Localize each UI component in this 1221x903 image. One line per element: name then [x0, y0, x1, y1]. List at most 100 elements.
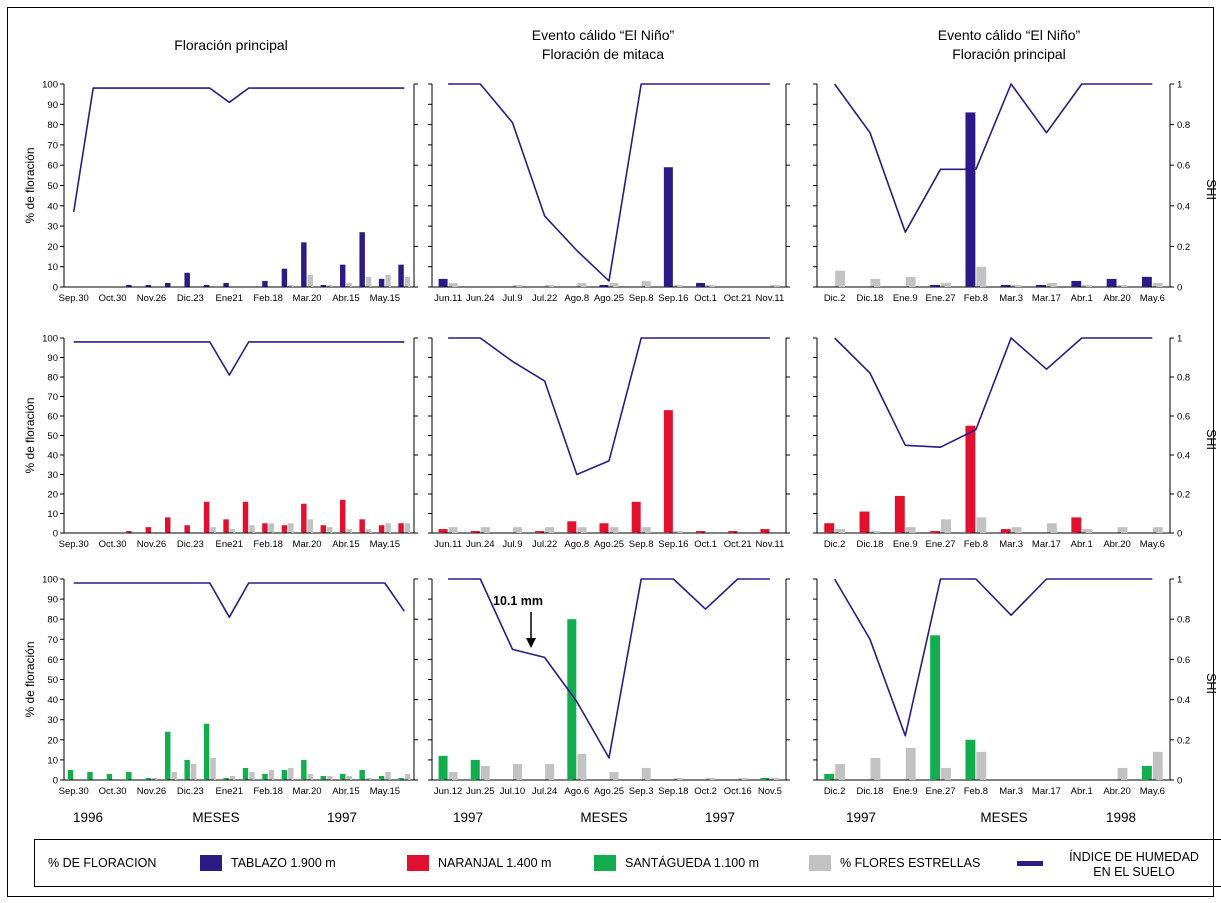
shi-line	[833, 83, 1153, 233]
x-tick-label: Mar.3	[999, 293, 1023, 304]
bar-flowering	[145, 527, 151, 533]
x-tick-label: Jul.22	[532, 539, 557, 550]
y-tick-label-left: 70	[47, 140, 58, 151]
bar-flowering	[126, 531, 132, 533]
y-tick-label-left: 60	[47, 161, 58, 172]
col3-title-line1: Evento cálido “El Niño”	[938, 27, 1081, 43]
annotation-label: 10.1 mm	[493, 594, 543, 608]
bar-star-flowers	[835, 529, 846, 533]
x-tick-label: Ene.9	[893, 293, 918, 304]
x-tick-label: Nov.26	[137, 293, 166, 304]
bar-star-flowers	[346, 529, 352, 533]
x-tick-label: Mar.20	[293, 539, 322, 550]
shi-line	[448, 578, 770, 759]
x-tick-label: Ago.8	[564, 539, 589, 550]
y-tick-label-right: 1	[1177, 80, 1182, 91]
x-tick-label: Nov.26	[137, 539, 166, 550]
bar-flowering	[184, 525, 190, 533]
bar-star-flowers	[673, 777, 683, 780]
legend-label-estrellas: % FLORES ESTRELLAS	[840, 856, 980, 870]
bar-star-flowers	[641, 280, 651, 287]
x-tick-label: May.6	[1140, 539, 1165, 550]
y-tick-label-right: 0.8	[1177, 373, 1190, 384]
bar-star-flowers	[706, 777, 716, 780]
x-tick-label: Jun.11	[434, 293, 462, 304]
bar-flowering	[1106, 278, 1117, 287]
bar-flowering	[67, 769, 74, 780]
x-tick-label: Abr.20	[1103, 293, 1130, 304]
bar-flowering	[663, 167, 673, 287]
bar-flowering	[930, 635, 941, 780]
bar-star-flowers	[210, 757, 216, 780]
y-tick-label-right: 0.4	[1177, 201, 1190, 212]
bar-star-flowers	[641, 767, 651, 780]
x-tick-label: Oct.30	[99, 786, 127, 797]
bar-star-flowers	[229, 775, 236, 780]
legend-label-santagueda: SANTÁGUEDA 1.100 m	[625, 855, 759, 870]
bar-flowering	[965, 739, 976, 780]
bar-star-flowers	[609, 527, 619, 533]
bar-flowering	[824, 523, 835, 533]
y-tick-label-left: 30	[47, 222, 58, 233]
x-tick-label: Ene.9	[893, 786, 918, 797]
x-tick-label: Oct.2	[694, 786, 717, 797]
bar-flowering	[340, 773, 346, 780]
y-tick-label-left: 0	[53, 776, 58, 787]
bar-flowering	[203, 723, 210, 780]
legend-box	[34, 839, 1221, 887]
x-tick-label: Ago.6	[564, 786, 589, 797]
x-tick-label: Abr.20	[1103, 539, 1130, 550]
x-tick-label: Ago.25	[594, 293, 624, 304]
bar-flowering	[165, 731, 171, 780]
x-tick-label: Abr.15	[332, 539, 359, 550]
x-tick-label: Sep.30	[59, 539, 89, 550]
bar-flowering	[378, 278, 385, 287]
x-tick-label: Feb.18	[253, 293, 283, 304]
x-tick-label: Mar.3	[999, 786, 1023, 797]
y-tick-label-right: 0	[1177, 529, 1182, 540]
bar-flowering	[301, 759, 307, 780]
bar-flowering	[760, 529, 770, 533]
x-tick-label: Nov.11	[756, 293, 785, 304]
x-tick-label: Mar.3	[999, 539, 1023, 550]
panel-r2c3: 0 0.2 0.4 0.6 0.8 1 SHI Dic.2 Dic.18 Ene.9 Ene.27 F…	[813, 334, 1218, 550]
legend-swatch-santagueda	[594, 855, 616, 871]
bar-flowering	[696, 531, 706, 533]
bar-star-flowers	[1082, 284, 1093, 287]
y-tick-label-left: 10	[47, 262, 58, 273]
legend-swatch-shi	[1017, 861, 1043, 866]
bar-star-flowers	[835, 763, 846, 780]
bar-star-flowers	[249, 771, 255, 780]
bar-flowering	[1036, 284, 1046, 287]
bar-star-flowers	[1117, 284, 1128, 287]
bar-star-flowers	[288, 284, 294, 287]
x-tick-label: Mar.20	[293, 786, 322, 797]
bar-star-flowers	[190, 763, 197, 780]
bar-flowering	[760, 777, 770, 780]
x-tick-label: Dic.18	[856, 539, 883, 550]
y-tick-label-right: 0.6	[1177, 161, 1190, 172]
bar-flowering	[965, 425, 976, 533]
bar-star-flowers	[870, 531, 881, 533]
x-tick-label: Abr.1	[1071, 786, 1093, 797]
x-tick-label: Ene21	[216, 539, 243, 550]
legend-label-shi-line1: ÍNDICE DE HUMEDAD	[1069, 849, 1199, 864]
x-tick-label: Ene.27	[925, 786, 955, 797]
x-tick-label: Jun.12	[434, 786, 463, 797]
bottom-meses-col1: MESES	[192, 810, 239, 825]
bar-flowering	[1000, 284, 1011, 287]
bar-star-flowers	[404, 276, 411, 287]
x-tick-label: May.15	[370, 786, 400, 797]
x-tick-label: Jul.24	[532, 786, 557, 797]
y-tick-label-right: 0.2	[1177, 242, 1190, 253]
bar-flowering	[165, 517, 171, 533]
x-tick-label: Jun.24	[466, 539, 495, 550]
x-tick-label: Oct.16	[724, 786, 752, 797]
bar-flowering	[223, 282, 229, 287]
x-tick-label: Feb.8	[964, 293, 988, 304]
x-tick-label: Dic.2	[824, 293, 846, 304]
bar-star-flowers	[327, 775, 333, 780]
bar-flowering	[145, 777, 151, 780]
bar-star-flowers	[1152, 527, 1163, 533]
x-tick-label: Jul.22	[532, 293, 557, 304]
